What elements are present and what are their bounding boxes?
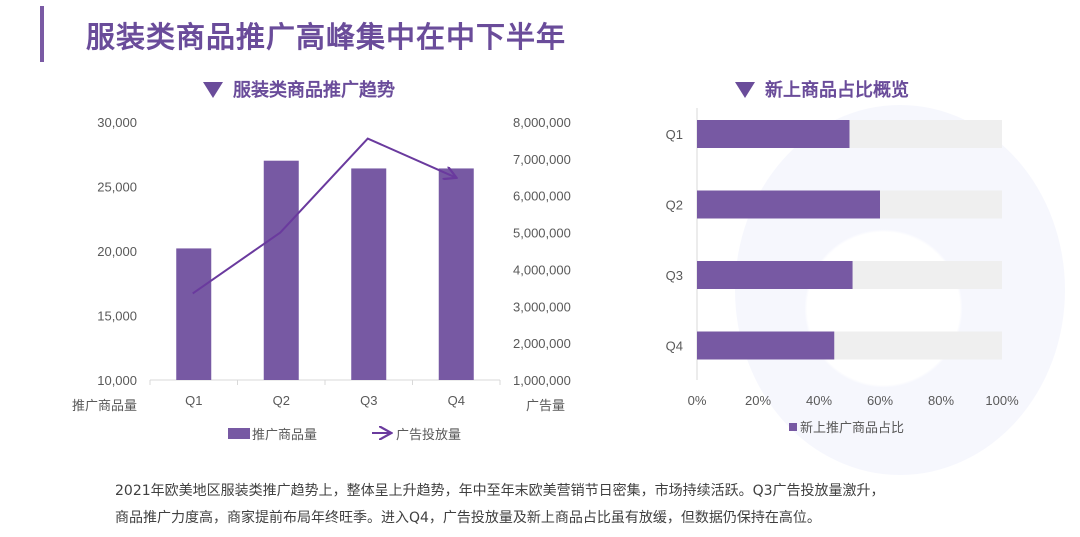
y-tick-label: Q4: [666, 339, 683, 354]
background-watermark: [735, 105, 1065, 475]
y-tick-label: Q1: [666, 127, 683, 142]
title-accent-bar: [40, 6, 44, 62]
triangle-down-icon: [735, 82, 755, 98]
y-left-tick: 25,000: [97, 180, 137, 195]
x-tick-label: 80%: [928, 393, 954, 408]
y-right-tick: 7,000,000: [513, 152, 571, 167]
x-tick-label: Q3: [360, 393, 377, 408]
x-tick-label: 20%: [745, 393, 771, 408]
y-left-tick: 15,000: [97, 309, 137, 324]
left-combo-chart: 30,000 25,000 20,000 15,000 10,000 8,000,000 7…: [72, 115, 571, 443]
y-right-tick: 4,000,000: [513, 262, 571, 277]
x-tick-label: Q4: [448, 393, 465, 408]
y-tick-label: Q2: [666, 198, 683, 213]
triangle-down-icon: [203, 82, 223, 98]
bar-q1: [176, 248, 212, 380]
y-right-tick: 8,000,000: [513, 115, 571, 130]
legend-line-label: 广告投放量: [396, 427, 461, 443]
legend-swatch: [789, 423, 797, 431]
description-paragraph: 2021年欧美地区服装类推广趋势上，整体呈上升趋势，年中至年末欧美营销节日密集，…: [115, 478, 1015, 532]
y-left-tick: 20,000: [97, 244, 137, 259]
right-chart-title: 新上商品占比概览: [735, 76, 909, 102]
page-title: 服装类商品推广高峰集中在中下半年: [86, 20, 567, 54]
right-chart-title-text: 新上商品占比概览: [765, 80, 909, 101]
y-left-tick: 10,000: [97, 373, 137, 388]
description-line-2: 商品推广力度高，商家提前布局年终旺季。进入Q4，广告投放量及新上商品占比虽有放缓…: [115, 510, 821, 526]
bar-q2: [697, 190, 880, 219]
bar-q3: [351, 168, 387, 380]
x-tick-label: 0%: [688, 393, 707, 408]
bar-q3: [697, 261, 853, 289]
legend-bar-label: 推广商品量: [252, 428, 317, 443]
x-tick-label: 40%: [806, 393, 832, 408]
y-right-tick: 1,000,000: [513, 373, 571, 388]
ad-volume-line: [192, 137, 456, 295]
y-right-tick: 3,000,000: [513, 299, 571, 314]
left-chart-title: 服装类商品推广趋势: [203, 76, 395, 102]
y-left-tick: 30,000: [97, 115, 137, 130]
y-right-tick: 5,000,000: [513, 226, 571, 241]
y-right-axis-label: 广告量: [526, 398, 565, 413]
y-left-axis-label: 推广商品量: [72, 398, 137, 413]
legend-bar-swatch: [228, 428, 250, 439]
x-tick-label: Q1: [185, 393, 202, 408]
x-tick-label: Q2: [273, 393, 290, 408]
right-bar-chart: Q1 Q2 Q3 Q4 0% 20% 40% 60% 80% 100% 新上推广商品占比: [666, 108, 1019, 436]
bar-q4: [438, 168, 474, 380]
bar-q1: [697, 120, 850, 148]
legend-label: 新上推广商品占比: [800, 420, 904, 436]
x-tick-label: 100%: [985, 393, 1019, 408]
y-tick-label: Q3: [666, 268, 683, 283]
y-right-tick: 6,000,000: [513, 189, 571, 204]
y-right-tick: 2,000,000: [513, 336, 571, 351]
bar-q2: [263, 160, 299, 380]
left-chart-title-text: 服装类商品推广趋势: [233, 80, 395, 101]
description-line-1: 2021年欧美地区服装类推广趋势上，整体呈上升趋势，年中至年末欧美营销节日密集，…: [115, 483, 885, 499]
x-tick-label: 60%: [867, 393, 893, 408]
bar-q4: [697, 331, 835, 360]
